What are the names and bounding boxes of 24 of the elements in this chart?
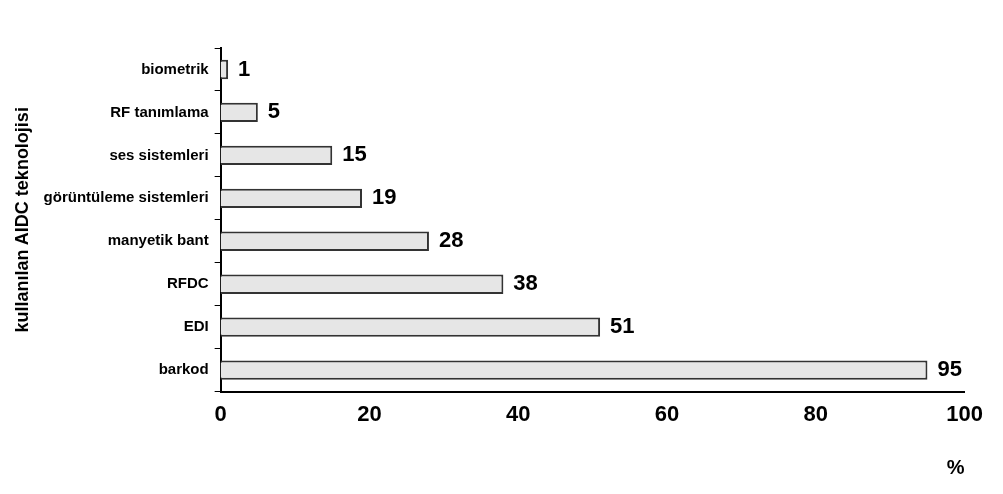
x-tick-label: 20 — [357, 400, 382, 426]
y-tick-label: biometrik — [141, 59, 210, 77]
y-tick-label: RF tanımlama — [110, 102, 210, 120]
x-tick-label: 100 — [946, 400, 984, 426]
x-axis-title: % — [946, 455, 965, 478]
y-tick-label: EDI — [183, 317, 209, 335]
data-label: 95 — [937, 356, 962, 382]
y-tick-label: barkod — [158, 360, 209, 378]
x-tick-label: 80 — [803, 400, 829, 426]
x-tick-label: 0 — [214, 400, 227, 426]
data-label: 5 — [267, 98, 281, 124]
y-tick-label: manyetik bant — [107, 231, 209, 249]
y-tick-label: ses sistemleri — [109, 145, 209, 163]
x-tick-label: 60 — [654, 400, 680, 426]
y-tick-label: görüntüleme sistemleri — [43, 188, 209, 206]
data-label: 28 — [438, 227, 464, 253]
data-label: 51 — [610, 313, 635, 339]
data-label: 19 — [372, 184, 397, 210]
y-tick-label: RFDC — [166, 274, 209, 292]
data-label: 38 — [513, 270, 538, 296]
data-label: 15 — [342, 141, 367, 167]
y-axis-title: kullanılan AIDC teknolojisi — [11, 107, 32, 333]
x-tick-label: 40 — [506, 400, 531, 426]
data-label: 1 — [238, 55, 251, 81]
